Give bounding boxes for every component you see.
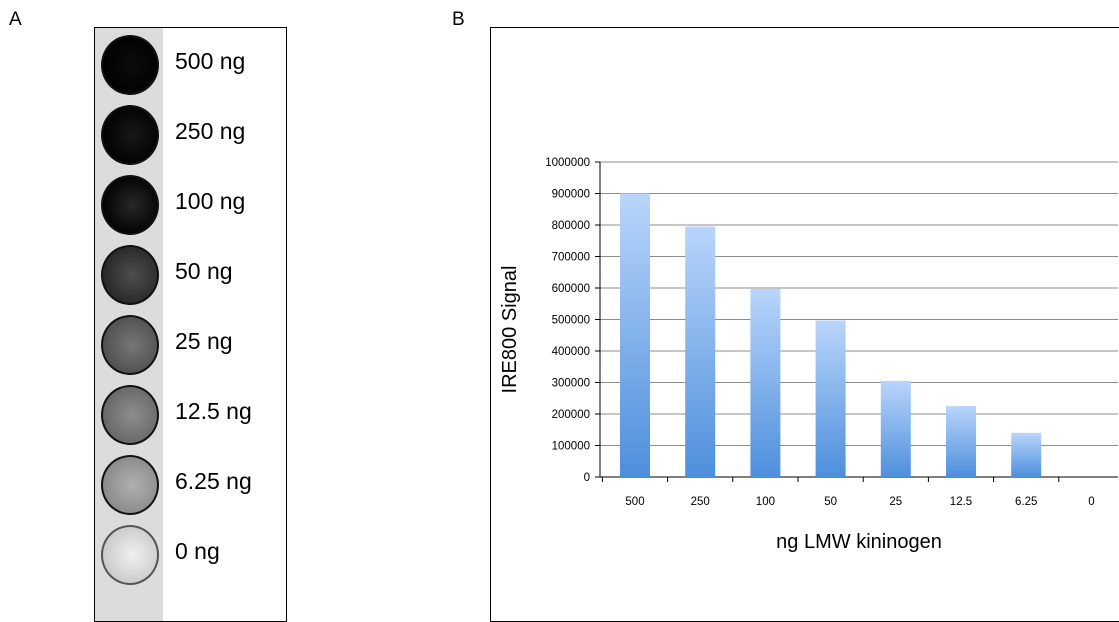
bar — [1011, 432, 1042, 477]
y-axis-title: IRE800 Signal — [499, 266, 521, 394]
x-tick-label: 500 — [625, 496, 644, 508]
y-tick-label: 0 — [584, 472, 590, 484]
panel-a-label: A — [9, 9, 22, 30]
bar — [880, 380, 911, 477]
x-tick-label: 0 — [1088, 496, 1094, 508]
x-tick-label: 12.5 — [950, 496, 972, 508]
bar-chart: 0 100000 200000 300000 400000 500000 600000 700… — [499, 157, 1118, 553]
blot-well — [101, 35, 159, 95]
y-tick-label: 800000 — [552, 220, 590, 232]
chart-panel — [490, 27, 1119, 622]
bar — [750, 288, 781, 477]
x-tick-label: 6.25 — [1015, 496, 1037, 508]
blot-well-label: 6.25 ng — [175, 468, 252, 494]
y-tick-label: 600000 — [552, 283, 590, 295]
y-tick-label: 900000 — [552, 189, 590, 201]
y-tick-label: 700000 — [552, 252, 590, 264]
blot-well — [101, 385, 159, 445]
y-tick-label: 200000 — [552, 409, 590, 421]
bar — [815, 320, 846, 477]
blot-well — [101, 105, 159, 165]
blot-well — [101, 525, 159, 585]
blot-well-label: 50 ng — [175, 258, 233, 284]
blot-well-label: 250 ng — [175, 118, 246, 144]
bar — [946, 406, 976, 477]
x-tick-label: 100 — [756, 496, 775, 508]
blot-well — [101, 175, 159, 235]
blot-well — [101, 245, 159, 305]
blot-well — [101, 315, 159, 375]
x-tick-label: 50 — [824, 496, 837, 508]
y-tick-label: 300000 — [552, 378, 590, 390]
blot-well-label: 500 ng — [175, 48, 246, 74]
panel-b-label: B — [452, 9, 465, 30]
blot-well-label: 12.5 ng — [175, 398, 252, 424]
blot-well-label: 100 ng — [175, 188, 246, 214]
x-tick-label: 250 — [691, 496, 710, 508]
blot-well-label: 0 ng — [175, 538, 220, 564]
y-tick-label: 500000 — [552, 315, 590, 327]
blot-well — [101, 455, 159, 515]
y-tick-label: 400000 — [552, 346, 590, 358]
y-tick-label: 100000 — [552, 441, 590, 453]
y-tick-label: 1000000 — [545, 157, 590, 169]
x-axis-title: ng LMW kininogen — [776, 531, 942, 553]
bar — [620, 193, 650, 477]
bar — [685, 226, 716, 477]
x-tick-label: 25 — [889, 496, 902, 508]
dot-blot-panel: 500 ng 250 ng 100 ng 50 ng 25 ng 12.5 ng 6.25 … — [94, 27, 287, 622]
blot-well-label: 25 ng — [175, 328, 233, 354]
